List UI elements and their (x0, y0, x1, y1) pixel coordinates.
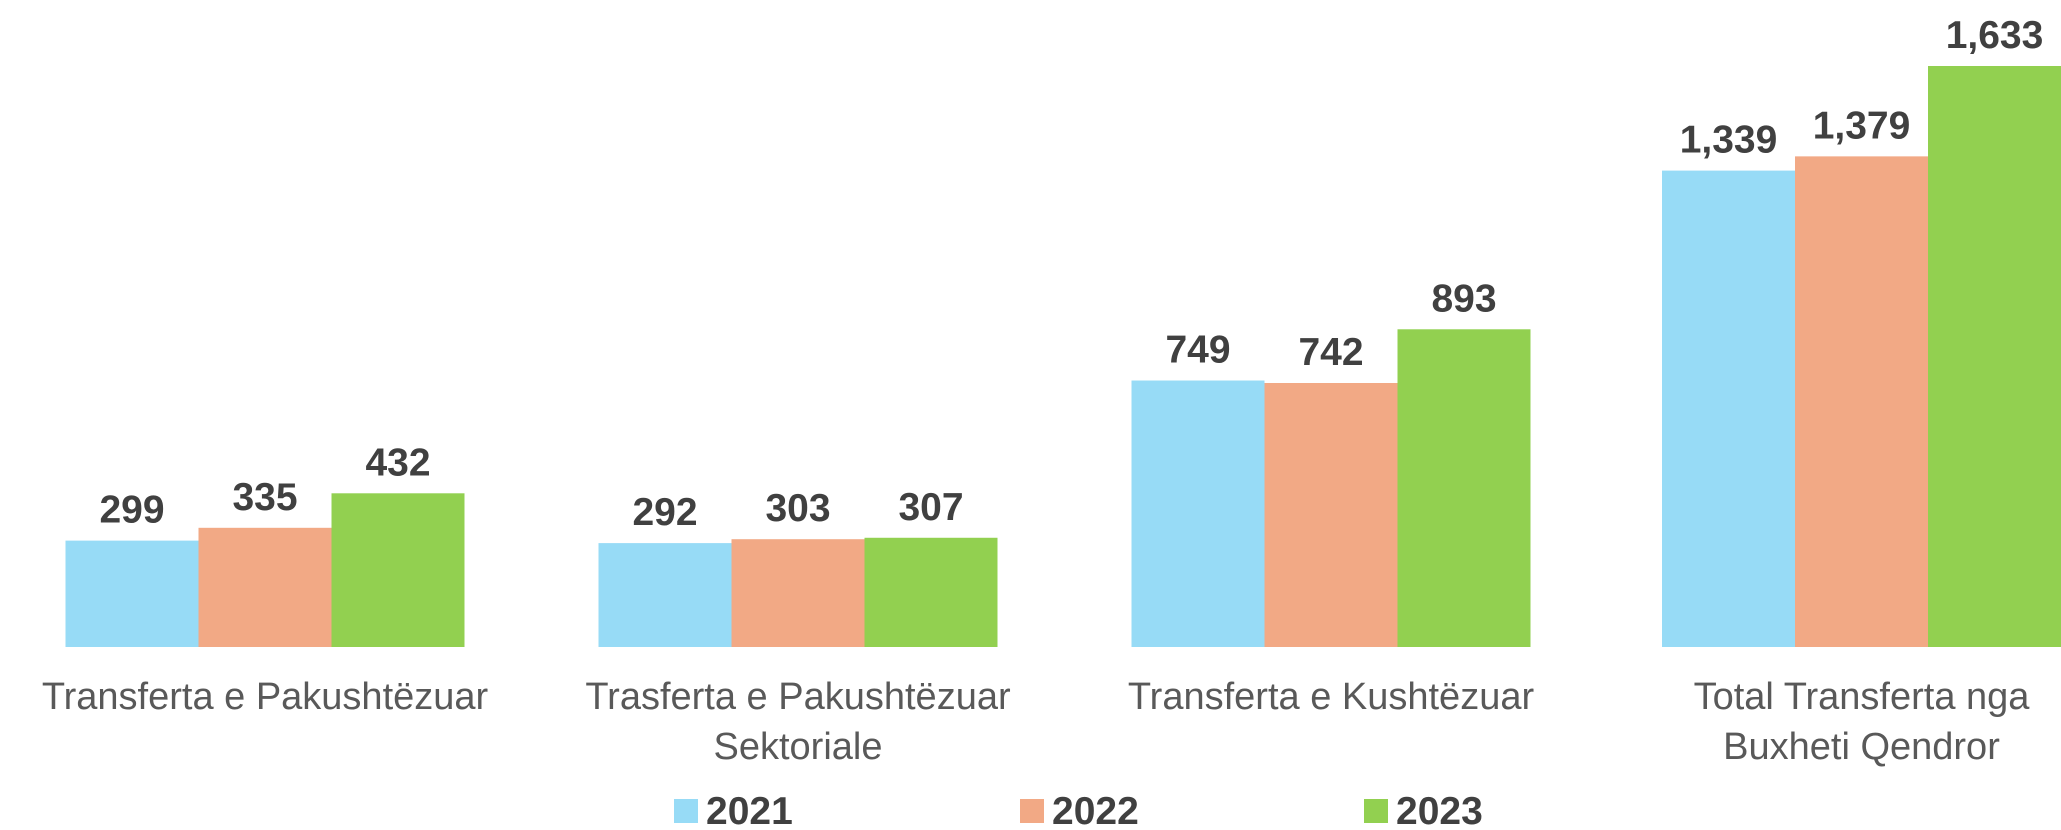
bar (864, 537, 998, 647)
bar (65, 540, 199, 647)
legend-label: 2021 (706, 790, 793, 830)
value-label: 307 (898, 486, 963, 529)
x-tick-label: Total Transferta nga Buxheti Qendror (1693, 676, 2030, 768)
bar (1131, 380, 1265, 647)
legend-label: 2022 (1052, 790, 1139, 830)
bar (1928, 66, 2061, 647)
value-label: 303 (765, 487, 830, 530)
x-tick-label: Transferta e Kushtëzuar (1127, 676, 1535, 718)
bar (598, 543, 732, 647)
value-label: 893 (1431, 277, 1496, 320)
value-label: 1,339 (1680, 119, 1778, 162)
bar (198, 527, 332, 647)
x-tick-label: Trasferta e Pakushtëzuar Sektoriale (585, 676, 1011, 768)
legend-swatch (1020, 799, 1044, 823)
x-tick-label: Transferta e Pakushtëzuar (41, 676, 489, 718)
value-label: 742 (1298, 331, 1363, 374)
value-label: 432 (365, 441, 430, 484)
bar (1795, 156, 1928, 647)
value-label: 749 (1165, 329, 1230, 372)
value-label: 299 (99, 489, 164, 532)
value-label: 1,379 (1813, 104, 1911, 147)
bar (1264, 383, 1398, 647)
bar (731, 539, 865, 647)
legend-swatch (1364, 799, 1388, 823)
value-label: 292 (632, 491, 697, 534)
value-label: 335 (232, 476, 297, 519)
bar (1662, 170, 1795, 647)
value-label: 1,633 (1946, 14, 2044, 57)
bar (331, 493, 465, 647)
bar (1397, 329, 1531, 647)
legend-label: 2023 (1396, 790, 1483, 830)
legend-swatch (674, 799, 698, 823)
